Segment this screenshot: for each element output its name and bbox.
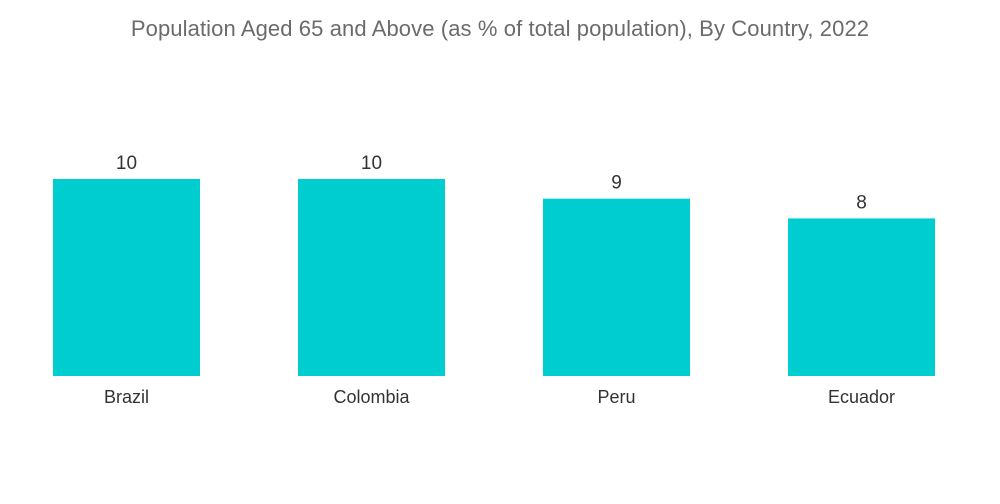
data-label-ecuador: 8 xyxy=(856,192,867,213)
bars-layer xyxy=(53,179,935,376)
category-label-colombia: Colombia xyxy=(333,387,410,407)
bar-brazil xyxy=(53,179,200,376)
category-label-brazil: Brazil xyxy=(104,387,149,407)
data-label-peru: 9 xyxy=(611,173,622,194)
chart-title: Population Aged 65 and Above (as % of to… xyxy=(130,16,870,41)
category-label-peru: Peru xyxy=(597,387,635,407)
data-label-brazil: 10 xyxy=(116,153,137,174)
labels-layer: 10 Brazil 10 Colombia 9 Peru 8 Ecuador xyxy=(104,153,895,407)
bar-colombia xyxy=(298,179,445,376)
category-label-ecuador: Ecuador xyxy=(828,387,895,407)
bar-peru xyxy=(543,198,690,376)
data-label-colombia: 10 xyxy=(361,153,382,174)
bar-ecuador xyxy=(788,218,935,376)
